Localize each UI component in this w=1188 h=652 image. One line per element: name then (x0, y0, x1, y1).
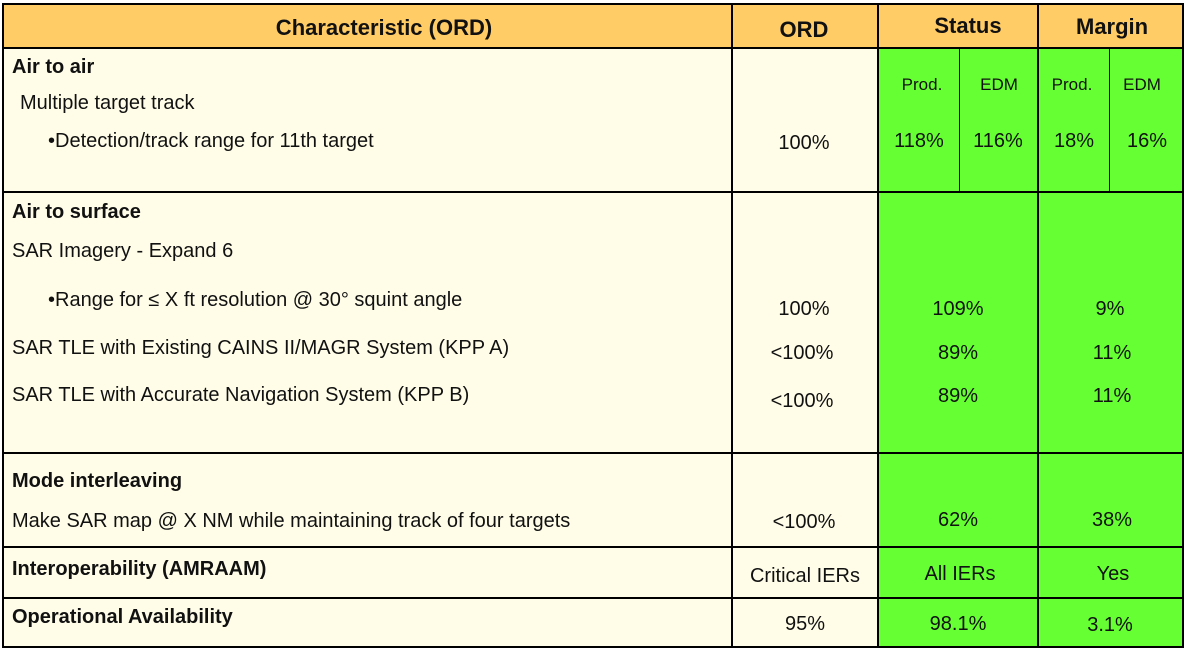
air-to-air-margin-prod: 18% (1053, 130, 1095, 152)
table-row-ord: <100% (770, 390, 834, 412)
air-to-air-status-edm: 116% (973, 130, 1023, 152)
air-to-air-margin-edm: 16% (1126, 130, 1168, 152)
table-row-label: •Range for ≤ X ft resolution @ 30° squin… (48, 289, 463, 311)
mode-interleaving-margin: 38% (1091, 509, 1133, 531)
table-row-status: 109% (932, 298, 984, 320)
table-row-status: 89% (937, 385, 979, 407)
status-edm-label: EDM (980, 75, 1018, 94)
table-row-label: SAR TLE with Existing CAINS II/MAGR Syst… (12, 337, 510, 359)
table-row-ord: 100% (778, 298, 830, 320)
ord-characteristics-table: Characteristic (ORD) ORD Status Margin A… (2, 3, 1184, 648)
air-to-air-subtitle: Multiple target track (20, 92, 195, 114)
section-title-interoperability: Interoperability (AMRAAM) (12, 558, 267, 580)
mode-interleaving-ord: <100% (772, 511, 836, 533)
table-row-margin: 11% (1092, 342, 1132, 364)
header-characteristic: Characteristic (ORD) (275, 15, 493, 40)
header-margin: Margin (1076, 14, 1149, 39)
mode-interleaving-label: Make SAR map @ X NM while maintaining tr… (12, 510, 571, 532)
header-ord: ORD (779, 17, 829, 42)
table-header-row (4, 5, 1182, 49)
margin-edm-label: EDM (1123, 75, 1161, 94)
table-row-status: 89% (937, 342, 979, 364)
air-to-air-status-prod: 118% (894, 130, 944, 152)
table-row-ord: <100% (770, 342, 834, 364)
availability-ord: 95% (784, 613, 826, 635)
section-title-air-to-surface: Air to surface (12, 201, 141, 223)
air-to-air-item-label: •Detection/track range for 11th target (48, 130, 374, 152)
table-row-label: SAR TLE with Accurate Navigation System … (12, 384, 470, 406)
section-title-availability: Operational Availability (12, 606, 233, 628)
table-row-margin: 9% (1095, 298, 1125, 320)
interoperability-status: All IERs (924, 563, 996, 585)
section-title-mode-interleaving: Mode interleaving (12, 470, 183, 492)
availability-status: 98.1% (929, 613, 987, 635)
section-title-air-to-air: Air to air (12, 56, 95, 78)
margin-prod-label: Prod. (1051, 75, 1093, 94)
air-to-surface-subtitle: SAR Imagery - Expand 6 (12, 240, 234, 262)
interoperability-ord: Critical IERs (749, 565, 861, 587)
interoperability-margin: Yes (1096, 563, 1130, 585)
status-prod-label: Prod. (901, 75, 943, 94)
air-to-air-ord: 100% (778, 132, 830, 154)
header-status: Status (934, 13, 1002, 38)
availability-margin: 3.1% (1087, 614, 1133, 636)
mode-interleaving-status: 62% (937, 509, 979, 531)
table-row-margin: 11% (1092, 385, 1132, 407)
